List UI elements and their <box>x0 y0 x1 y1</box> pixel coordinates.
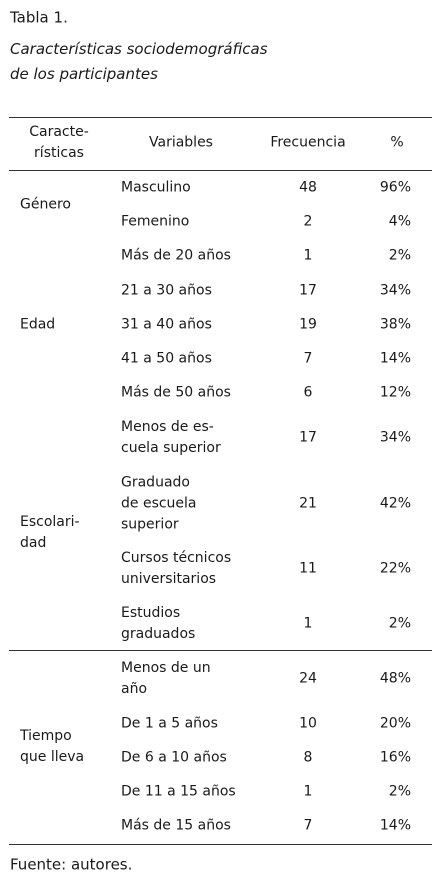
header-rule <box>9 170 432 171</box>
variable-cell: Estudios graduados <box>121 605 196 642</box>
percent-cell: 14% <box>379 350 411 367</box>
frequency-cell: 8 <box>303 749 313 766</box>
percent-cell: 16% <box>379 749 411 766</box>
frequency-cell: 7 <box>303 817 313 834</box>
variable-cell: Graduado de escuela superior <box>121 474 197 533</box>
variable-cell: Femenino <box>121 213 190 230</box>
variable-cell: Más de 50 años <box>121 384 231 401</box>
percent-cell: 96% <box>379 179 411 196</box>
variable-cell: Masculino <box>121 179 191 196</box>
percent-cell: 38% <box>379 316 411 333</box>
variable-cell: Menos de es- cuela superior <box>121 419 221 456</box>
group-label: Género <box>20 196 71 213</box>
variable-cell: 21 a 30 años <box>121 282 212 299</box>
percent-cell: 42% <box>379 495 411 512</box>
column-header: Frecuencia <box>270 134 346 151</box>
frequency-cell: 2 <box>303 213 313 230</box>
variable-cell: 41 a 50 años <box>121 350 212 367</box>
variable-cell: De 6 a 10 años <box>121 749 227 766</box>
percent-cell: 34% <box>379 282 411 299</box>
percent-cell: 48% <box>379 670 411 687</box>
table-title: Tabla 1. <box>10 8 68 27</box>
frequency-cell: 6 <box>303 384 313 401</box>
percent-cell: 2% <box>388 615 411 632</box>
frequency-cell: 17 <box>299 282 317 299</box>
frequency-cell: 11 <box>299 560 317 577</box>
column-header: % <box>390 134 404 151</box>
percent-cell: 12% <box>379 384 411 401</box>
column-header: Variables <box>149 134 213 151</box>
variable-cell: Cursos técnicos universitarios <box>121 550 232 587</box>
frequency-cell: 7 <box>303 350 313 367</box>
group-rule <box>9 650 432 651</box>
column-header: Caracte- rísticas <box>29 124 89 161</box>
percent-cell: 34% <box>379 429 411 446</box>
frequency-cell: 24 <box>299 670 317 687</box>
variable-cell: 31 a 40 años <box>121 316 212 333</box>
top-rule <box>9 117 432 118</box>
variable-cell: Más de 20 años <box>121 247 231 264</box>
frequency-cell: 1 <box>303 615 313 632</box>
variable-cell: De 11 a 15 años <box>121 783 236 800</box>
percent-cell: 22% <box>379 560 411 577</box>
variable-cell: Menos de un año <box>121 660 211 697</box>
variable-cell: De 1 a 5 años <box>121 715 218 732</box>
frequency-cell: 19 <box>299 316 317 333</box>
group-label: Edad <box>20 316 56 333</box>
frequency-cell: 1 <box>303 247 313 264</box>
percent-cell: 2% <box>388 783 411 800</box>
frequency-cell: 17 <box>299 429 317 446</box>
frequency-cell: 10 <box>299 715 317 732</box>
table-source: Fuente: autores. <box>10 855 133 874</box>
percent-cell: 20% <box>379 715 411 732</box>
bottom-rule <box>9 844 432 845</box>
frequency-cell: 21 <box>299 495 317 512</box>
percent-cell: 2% <box>388 247 411 264</box>
group-label: Escolari- dad <box>20 514 80 551</box>
frequency-cell: 1 <box>303 783 313 800</box>
variable-cell: Más de 15 años <box>121 817 231 834</box>
percent-cell: 4% <box>388 213 411 230</box>
percent-cell: 14% <box>379 817 411 834</box>
group-label: Tiempo que lleva <box>20 728 85 765</box>
table-subtitle: Características sociodemográficas de los… <box>10 40 268 83</box>
frequency-cell: 48 <box>299 179 317 196</box>
